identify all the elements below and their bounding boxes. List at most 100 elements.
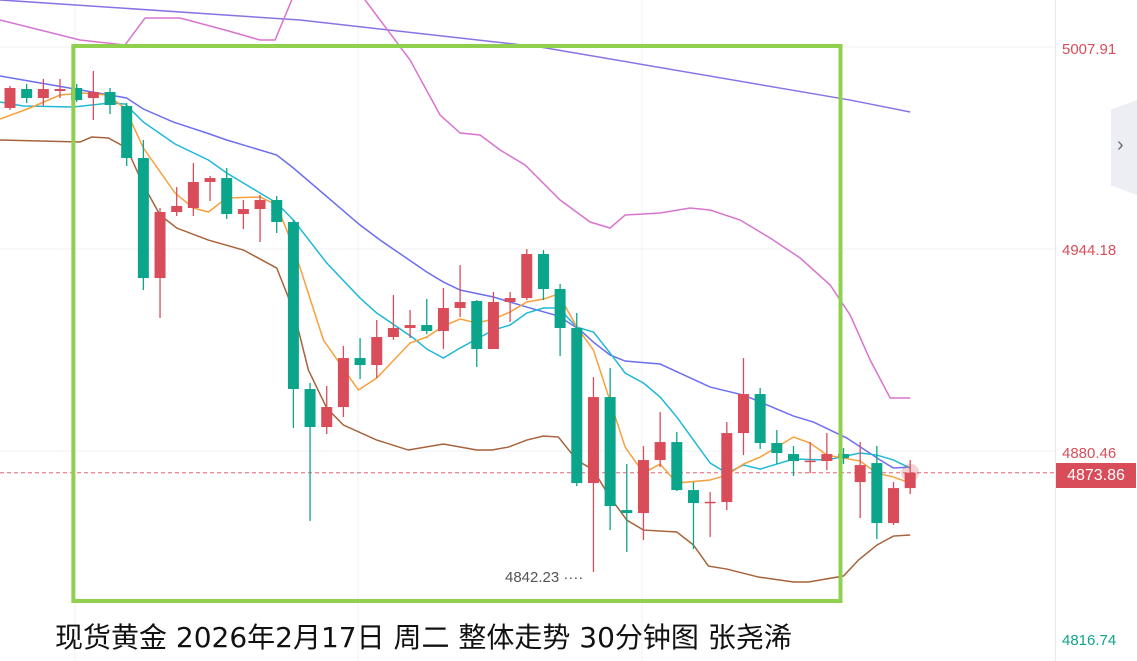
candle-body xyxy=(271,200,283,223)
y-tick-label: 4816.74 xyxy=(1062,632,1117,649)
candle xyxy=(871,446,883,540)
candle-body xyxy=(437,308,449,332)
candle-body xyxy=(337,358,349,408)
candle xyxy=(604,368,616,531)
candle-body xyxy=(854,465,866,483)
candle xyxy=(204,176,216,202)
candle xyxy=(587,377,599,572)
candle xyxy=(121,103,133,167)
candle xyxy=(254,194,266,243)
min-price-label: 4842.23 ···· xyxy=(505,569,584,586)
candle xyxy=(221,168,233,220)
candle xyxy=(637,446,649,541)
chevron-right-icon: › xyxy=(1117,134,1124,156)
candlestick-chart xyxy=(0,0,1055,661)
candle xyxy=(287,220,299,429)
candle xyxy=(854,442,866,519)
indicator-lines xyxy=(0,0,911,583)
candle-body xyxy=(637,460,649,514)
candle-body xyxy=(721,433,733,503)
candle xyxy=(321,386,333,435)
indicator-line xyxy=(0,0,911,399)
indicator-line xyxy=(0,0,911,113)
candle-body xyxy=(821,454,833,462)
candle-body xyxy=(221,178,233,215)
candle-body xyxy=(304,389,316,428)
candle-body xyxy=(654,442,666,461)
candle-body xyxy=(888,488,900,524)
candle xyxy=(154,208,166,319)
candle-body xyxy=(421,325,433,332)
candle xyxy=(187,163,199,217)
candle-body xyxy=(254,200,266,210)
candle xyxy=(888,482,900,526)
candle-body xyxy=(471,301,483,350)
candle xyxy=(337,346,349,418)
candle xyxy=(271,196,283,234)
candle-body xyxy=(237,209,249,215)
candle xyxy=(554,284,566,357)
chart-title: 现货黄金 2026年2月17日 周二 整体走势 30分钟图 张尧浠 xyxy=(55,621,792,654)
candle xyxy=(537,250,549,301)
candle-body xyxy=(571,328,583,484)
candle-body xyxy=(621,510,633,514)
candle xyxy=(737,358,749,456)
candle xyxy=(404,310,416,339)
grid xyxy=(0,0,1055,661)
candle xyxy=(21,84,33,104)
y-tick-label: 4944.18 xyxy=(1062,242,1117,259)
candle xyxy=(754,388,766,450)
candle-body xyxy=(37,89,49,99)
candle-body xyxy=(671,442,683,491)
candle xyxy=(671,432,683,492)
candle-body xyxy=(704,501,716,504)
candle xyxy=(37,78,49,107)
candle-body xyxy=(87,92,99,99)
candle-body xyxy=(204,178,216,183)
candle xyxy=(4,85,16,111)
candle-body xyxy=(804,460,816,463)
candle xyxy=(504,292,516,323)
candle-body xyxy=(771,443,783,454)
indicator-line xyxy=(0,92,911,484)
y-tick-label: 4880.46 xyxy=(1062,445,1117,462)
candle-body xyxy=(321,407,333,428)
expand-panel-button[interactable]: › xyxy=(1111,100,1137,195)
candle xyxy=(237,200,249,230)
candle xyxy=(821,433,833,471)
candle xyxy=(687,482,699,550)
candle xyxy=(171,187,183,217)
candle xyxy=(387,295,399,341)
candle xyxy=(704,492,716,538)
candle xyxy=(571,313,583,487)
candle-body xyxy=(137,158,149,279)
candle xyxy=(487,292,499,350)
candle-body xyxy=(187,182,199,209)
candle-body xyxy=(171,206,183,213)
candle xyxy=(87,70,99,121)
candle-body xyxy=(487,302,499,350)
indicator-line xyxy=(0,101,911,474)
indicator-line xyxy=(0,136,911,583)
current-price-badge: 4873.86 xyxy=(1056,463,1136,488)
candle-body xyxy=(521,254,533,299)
candle-body xyxy=(754,394,766,444)
candle xyxy=(621,464,633,553)
candle xyxy=(454,265,466,318)
y-tick-label: 5007.91 xyxy=(1062,41,1117,58)
candle xyxy=(104,88,116,115)
candle xyxy=(721,422,733,511)
candle-body xyxy=(104,92,116,106)
candle-body xyxy=(604,397,616,507)
candle-body xyxy=(4,88,16,108)
candle-body xyxy=(54,89,66,92)
candle-body xyxy=(121,106,133,159)
candle xyxy=(771,430,783,465)
candle-body xyxy=(154,212,166,279)
candle-body xyxy=(554,289,566,329)
candle xyxy=(471,300,483,368)
candle-body xyxy=(404,325,416,329)
candle xyxy=(901,460,920,495)
candle xyxy=(421,299,433,335)
candle-body xyxy=(537,254,549,290)
